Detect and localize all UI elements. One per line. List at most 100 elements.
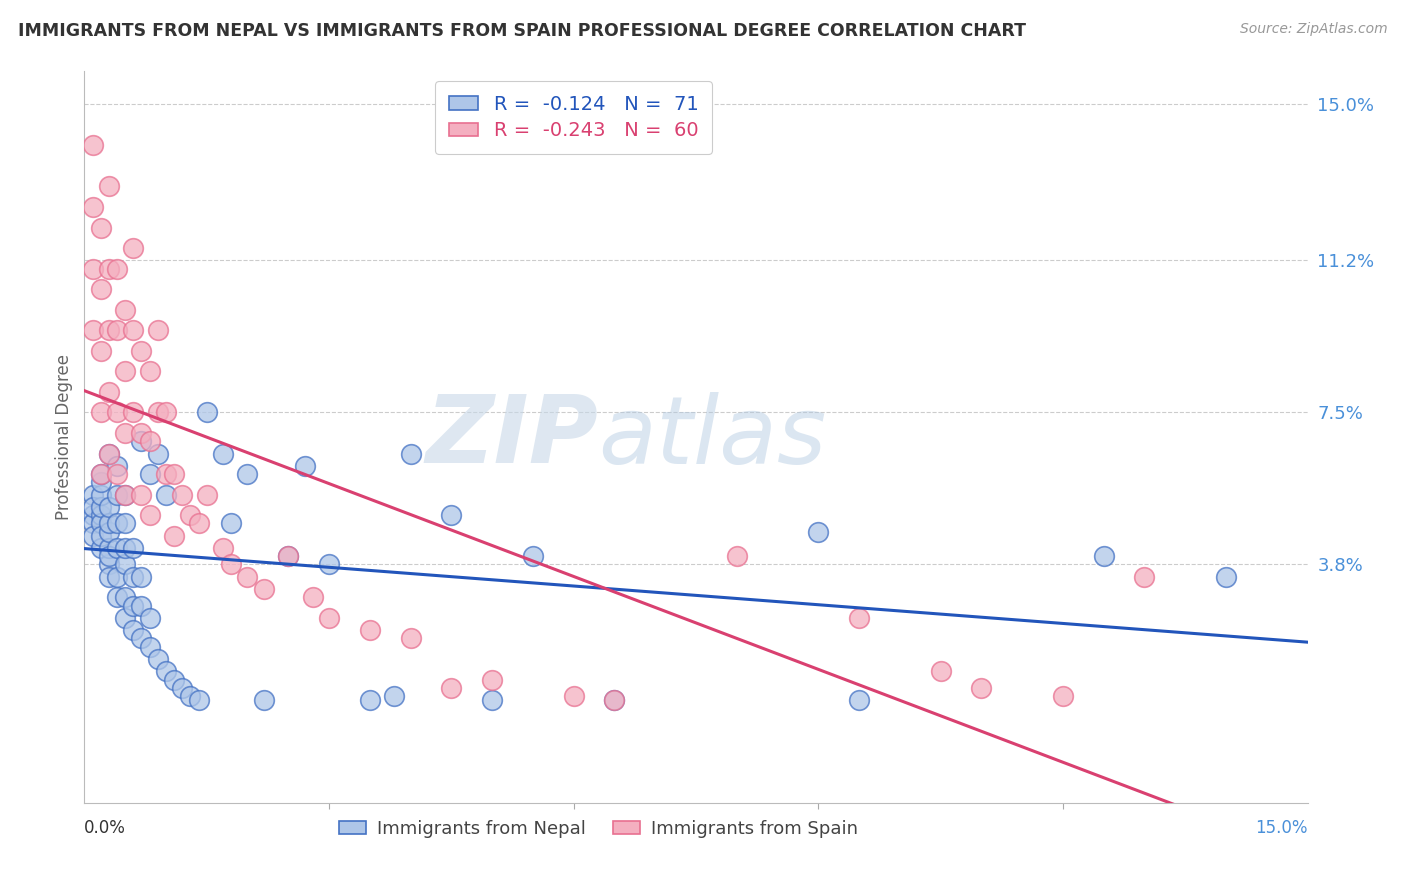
Legend: Immigrants from Nepal, Immigrants from Spain: Immigrants from Nepal, Immigrants from S… <box>332 813 865 845</box>
Point <box>97 446 120 460</box>
Point <box>725 549 748 564</box>
Point <box>277 549 299 564</box>
Point <box>1092 549 1115 564</box>
Point <box>97 558 120 572</box>
Point <box>146 652 169 666</box>
Point <box>82 529 104 543</box>
Point <box>97 446 120 460</box>
Point <box>603 693 626 707</box>
Point <box>131 434 153 449</box>
Point <box>122 323 145 337</box>
Point <box>114 558 136 572</box>
Point <box>97 524 120 539</box>
Point <box>155 467 177 481</box>
Point <box>82 500 104 514</box>
Point <box>90 500 112 514</box>
Point <box>131 632 153 646</box>
Point <box>97 179 120 194</box>
Point <box>97 261 120 276</box>
Point <box>105 467 128 481</box>
Point <box>382 689 405 703</box>
Point <box>146 446 169 460</box>
Point <box>82 138 104 153</box>
Point <box>179 689 201 703</box>
Point <box>163 467 186 481</box>
Point <box>114 611 136 625</box>
Point <box>155 665 177 679</box>
Point <box>131 343 153 358</box>
Point <box>82 508 104 523</box>
Point <box>138 611 160 625</box>
Point <box>219 558 242 572</box>
Point <box>97 323 120 337</box>
Point <box>187 516 209 531</box>
Point <box>146 405 169 419</box>
Point <box>172 487 194 501</box>
Point <box>122 405 145 419</box>
Point <box>155 405 177 419</box>
Point <box>195 405 218 419</box>
Point <box>82 516 104 531</box>
Point <box>90 467 112 481</box>
Point <box>82 200 104 214</box>
Point <box>138 640 160 654</box>
Point <box>114 591 136 605</box>
Point <box>105 261 128 276</box>
Point <box>522 549 544 564</box>
Point <box>212 541 235 555</box>
Point <box>440 508 463 523</box>
Point <box>97 541 120 555</box>
Point <box>82 261 104 276</box>
Text: ZIP: ZIP <box>425 391 598 483</box>
Point <box>90 475 112 490</box>
Point <box>253 693 276 707</box>
Point <box>131 570 153 584</box>
Point <box>114 541 136 555</box>
Point <box>90 220 112 235</box>
Point <box>138 364 160 378</box>
Point <box>155 487 177 501</box>
Point <box>163 673 186 687</box>
Point <box>105 591 128 605</box>
Point <box>807 524 830 539</box>
Point <box>301 591 323 605</box>
Point <box>97 516 120 531</box>
Point <box>146 323 169 337</box>
Point <box>848 693 870 707</box>
Point <box>97 549 120 564</box>
Point <box>114 425 136 440</box>
Point <box>1215 570 1237 584</box>
Point <box>294 458 316 473</box>
Point <box>114 302 136 317</box>
Point <box>122 241 145 255</box>
Point <box>90 405 112 419</box>
Point <box>399 632 422 646</box>
Point <box>277 549 299 564</box>
Point <box>105 458 128 473</box>
Point <box>481 693 503 707</box>
Point <box>179 508 201 523</box>
Point <box>138 434 160 449</box>
Text: atlas: atlas <box>598 392 827 483</box>
Point <box>359 624 381 638</box>
Point <box>114 487 136 501</box>
Point <box>481 673 503 687</box>
Point <box>97 384 120 399</box>
Point <box>122 570 145 584</box>
Point <box>105 323 128 337</box>
Point <box>97 500 120 514</box>
Point <box>970 681 993 695</box>
Point <box>399 446 422 460</box>
Text: 15.0%: 15.0% <box>1256 819 1308 838</box>
Point <box>90 508 112 523</box>
Point <box>359 693 381 707</box>
Y-axis label: Professional Degree: Professional Degree <box>55 354 73 520</box>
Point <box>131 599 153 613</box>
Point <box>318 611 340 625</box>
Point <box>82 323 104 337</box>
Point <box>90 282 112 296</box>
Point <box>219 516 242 531</box>
Point <box>187 693 209 707</box>
Point <box>122 599 145 613</box>
Point <box>122 624 145 638</box>
